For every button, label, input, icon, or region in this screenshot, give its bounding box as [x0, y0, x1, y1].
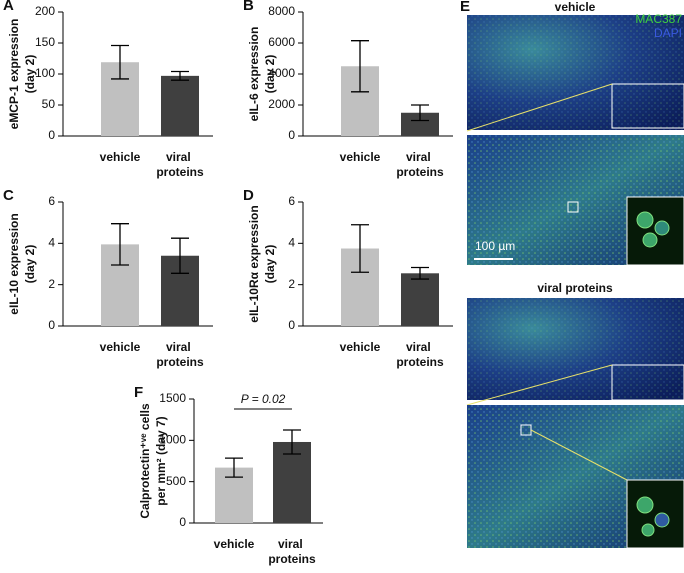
- inset: [626, 479, 684, 549]
- micrograph-texture: [467, 298, 684, 400]
- zoom-box: [611, 83, 684, 129]
- y-axis-label: Calprotectin⁺ᵛᵉ cells: [138, 403, 152, 519]
- panel-label: B: [243, 0, 254, 14]
- y-tick-label: 1000: [159, 433, 186, 447]
- error-bar: [351, 40, 369, 93]
- legend-entry: MAC387: [635, 12, 682, 26]
- x-tick-label: vehicle: [340, 340, 381, 354]
- y-tick-label: 0: [288, 128, 295, 142]
- y-tick-label: 0: [288, 318, 295, 332]
- x-tick-label: vehicle: [214, 537, 255, 551]
- x-tick-label: vehicle: [100, 150, 141, 164]
- zoom-line: [530, 429, 628, 481]
- y-tick-label: 0: [48, 318, 55, 332]
- zoom-box: [567, 201, 579, 213]
- panel-label: C: [3, 187, 14, 204]
- x-tick-label: vehicle: [100, 340, 141, 354]
- error-bar: [411, 104, 429, 122]
- error-bar: [351, 224, 369, 273]
- scale-label: 100 µm: [475, 239, 515, 253]
- y-tick-label: 4000: [268, 66, 295, 80]
- y-tick-label: 50: [42, 97, 56, 111]
- y-tick-label: 0: [48, 128, 55, 142]
- y-tick-label: 6: [48, 194, 55, 208]
- y-tick-label: 4: [48, 236, 55, 250]
- y-axis-label: eIL-10 expression: [7, 213, 21, 314]
- x-tick-label: viral proteins: [268, 537, 316, 566]
- y-tick-label: 2: [48, 277, 55, 291]
- legend-entry: DAPI: [654, 26, 682, 40]
- bar: [161, 75, 199, 136]
- bar: [273, 441, 311, 523]
- y-tick-label: 6: [288, 194, 295, 208]
- panel-label: F: [134, 384, 143, 401]
- micrograph-texture: [467, 15, 684, 130]
- bar: [401, 273, 439, 326]
- zoom-box: [611, 364, 684, 401]
- error-bar: [111, 223, 129, 266]
- y-tick-label: 200: [35, 4, 55, 18]
- error-bar: [171, 70, 189, 81]
- error-bar: [171, 237, 189, 274]
- y-axis-label: (day 2): [263, 245, 277, 284]
- bar: [401, 112, 439, 136]
- y-tick-label: 150: [35, 35, 55, 49]
- image-title: vehicle: [555, 0, 596, 14]
- error-bar: [225, 457, 243, 478]
- annotation: P = 0.02: [241, 392, 286, 406]
- panel-e: E vehicle MAC387 DAPI 100 µm viral prote…: [460, 0, 684, 549]
- x-tick-label: viral proteins: [396, 150, 444, 179]
- error-bar: [283, 429, 301, 455]
- y-tick-label: 0: [179, 515, 186, 529]
- y-axis-label: (day 2): [23, 245, 37, 284]
- y-tick-label: 1500: [159, 391, 186, 405]
- y-axis-label: eMCP-1 expression: [7, 19, 21, 130]
- image-title: viral proteins: [537, 281, 613, 295]
- zoom-line: [466, 364, 613, 406]
- y-axis-label: per mm² (day 7): [154, 416, 168, 505]
- y-tick-label: 500: [166, 474, 186, 488]
- zoom-line: [466, 83, 613, 132]
- panel-label: A: [3, 0, 14, 14]
- error-bar: [111, 44, 129, 80]
- y-axis-label: (day 2): [23, 55, 37, 94]
- panel-label: E: [460, 0, 470, 15]
- y-axis-label: eIL-6 expression: [247, 27, 261, 122]
- y-tick-label: 2: [288, 277, 295, 291]
- x-tick-label: viral proteins: [156, 340, 204, 369]
- y-tick-label: 2000: [268, 97, 295, 111]
- y-tick-label: 100: [35, 66, 55, 80]
- y-axis-label: (day 2): [263, 55, 277, 94]
- y-axis-label: eIL-10Rα expression: [247, 205, 261, 322]
- y-tick-label: 6000: [268, 35, 295, 49]
- error-bar: [411, 266, 429, 280]
- x-tick-label: viral proteins: [396, 340, 444, 369]
- x-tick-label: vehicle: [340, 150, 381, 164]
- y-tick-label: 4: [288, 236, 295, 250]
- x-tick-label: viral proteins: [156, 150, 204, 179]
- y-tick-label: 8000: [268, 4, 295, 18]
- panel-label: D: [243, 187, 254, 204]
